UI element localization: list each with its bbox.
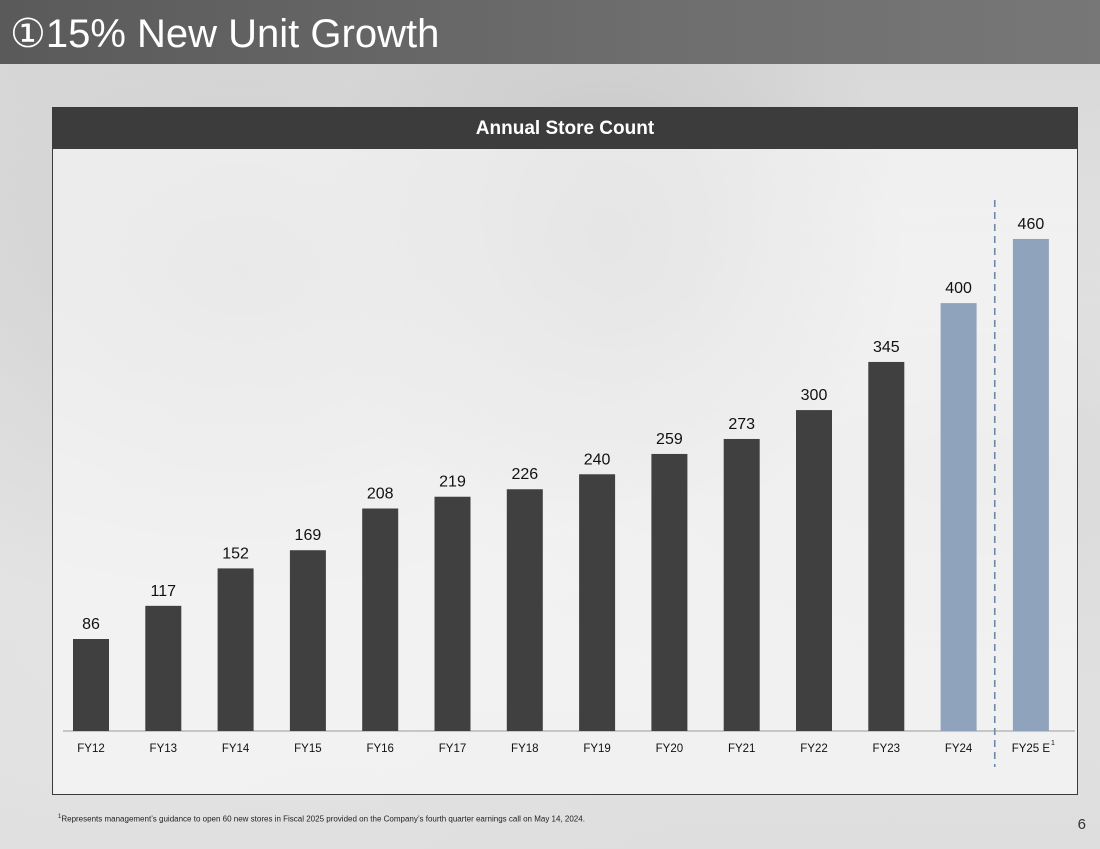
x-tick-label: FY13 [150, 743, 178, 755]
x-tick-label: FY18 [511, 743, 539, 755]
data-label: 345 [873, 339, 900, 356]
data-label: 240 [584, 451, 611, 468]
data-label: 86 [82, 616, 100, 633]
x-tick-label: FY12 [77, 743, 105, 755]
footnote: 1Represents management’s guidance to ope… [58, 814, 585, 824]
bar [1012, 238, 1049, 731]
x-tick-label: FY14 [222, 743, 250, 755]
bar [73, 639, 109, 731]
data-label: 208 [367, 486, 394, 503]
bar [217, 568, 254, 731]
data-label: 259 [656, 431, 683, 448]
x-tick-label: FY22 [800, 743, 828, 755]
x-tick-superscript: 1 [1051, 740, 1055, 747]
x-tick-label: FY15 [294, 743, 322, 755]
bar [868, 361, 905, 731]
bar [723, 438, 760, 731]
x-tick-label: FY16 [366, 743, 394, 755]
x-tick-label: FY23 [873, 743, 901, 755]
bar [579, 474, 616, 731]
data-label: 300 [801, 387, 828, 404]
chart-frame: Annual Store Count 86 FY12 117 FY13 152 FY14 1… [52, 107, 1078, 795]
bar [796, 410, 832, 731]
x-tick-label: FY21 [728, 743, 756, 755]
footnote-text: Represents management’s guidance to open… [61, 814, 585, 824]
slide-title: ①15% New Unit Growth [10, 12, 440, 56]
bar [940, 303, 977, 731]
data-label: 169 [295, 527, 322, 544]
data-label: 117 [151, 583, 177, 600]
data-label: 219 [439, 474, 466, 491]
store-count-bar-chart: 86 FY12 117 FY13 152 FY14 169 FY15 208 FY16 219 FY1… [63, 200, 1075, 767]
bar [434, 496, 471, 731]
x-tick-label: FY19 [583, 743, 611, 755]
bar [289, 550, 326, 731]
bar [506, 489, 543, 731]
title-bar: ①15% New Unit Growth [0, 0, 1100, 64]
x-tick-label: FY24 [945, 743, 973, 755]
data-label: 273 [728, 416, 755, 433]
bar [362, 508, 399, 731]
bar [651, 453, 688, 731]
data-label: 152 [222, 545, 249, 562]
x-tick-label: FY17 [439, 743, 467, 755]
bar [145, 605, 182, 731]
x-tick-label: FY25 E [1012, 743, 1051, 755]
data-label: 400 [945, 280, 972, 297]
footnote-marker: 1 [58, 814, 62, 820]
page-number: 6 [1077, 816, 1086, 833]
data-label: 460 [1018, 216, 1045, 233]
data-label: 226 [511, 466, 538, 483]
x-tick-label: FY20 [656, 743, 684, 755]
chart-title: Annual Store Count [53, 108, 1077, 149]
